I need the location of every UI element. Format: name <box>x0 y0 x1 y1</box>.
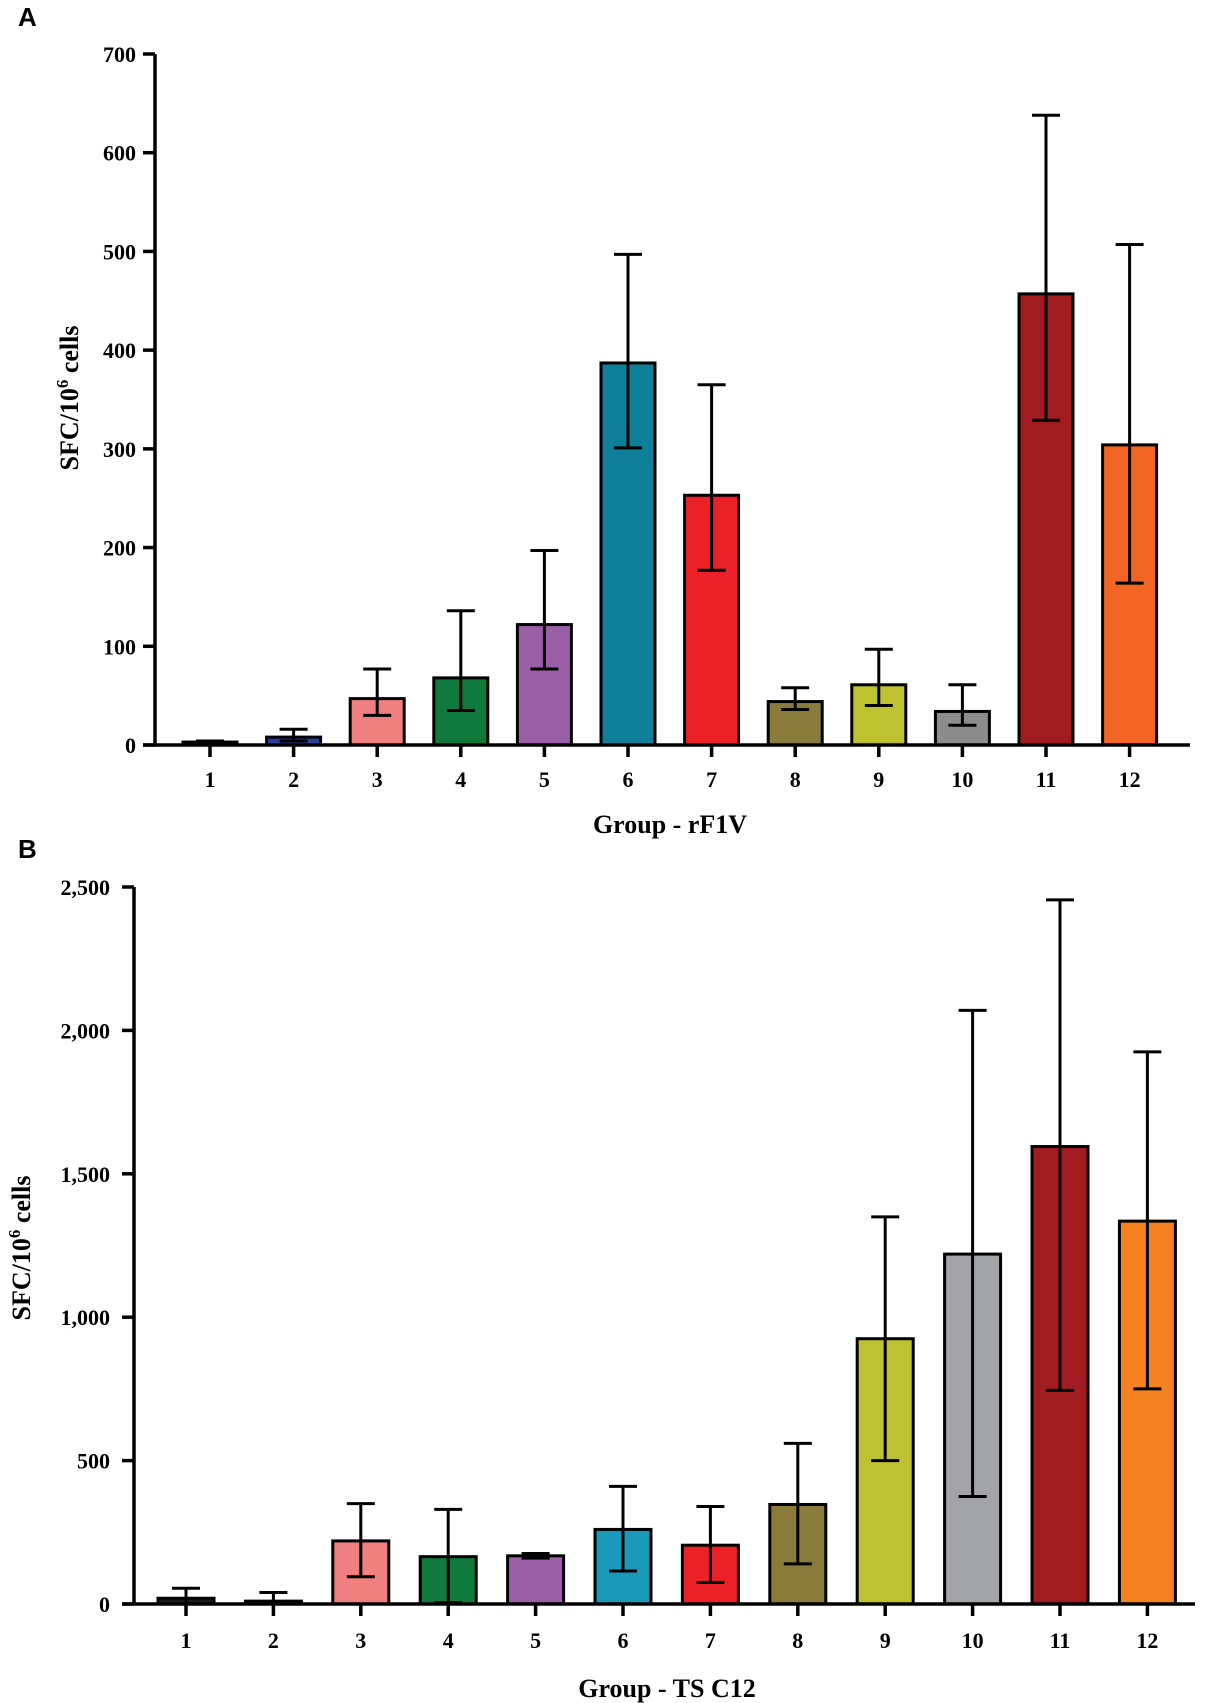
panel-b-x-tick-label-2: 2 <box>268 1628 279 1653</box>
panel-a-x-tick-label-2: 2 <box>288 767 299 792</box>
panel-a-y-tick-label-0: 0 <box>125 733 136 758</box>
panel-a-x-axis-title: Group - rF1V <box>593 810 747 839</box>
panel-b-bars <box>156 898 1177 1606</box>
panel-b-x-tick-label-8: 8 <box>792 1628 803 1653</box>
panel-a-x-tick-label-4: 4 <box>455 767 466 792</box>
panel-a-y-tick-label-5: 500 <box>103 239 136 264</box>
panel-b-y-tick-label-3: 1,500 <box>61 1162 111 1187</box>
panel-a-x-tick-label-12: 12 <box>1119 767 1141 792</box>
panel-b-x-tick-label-5: 5 <box>530 1628 541 1653</box>
panel-b-x-tick-label-9: 9 <box>880 1628 891 1653</box>
panel-a-x-tick-label-11: 11 <box>1036 767 1057 792</box>
panel-a-y-tick-label-7: 700 <box>103 42 136 67</box>
panel-a-y-axis-title-sup: 6 <box>53 380 72 389</box>
panel-b-y-axis-title-sup: 6 <box>5 1230 24 1239</box>
panel-b-y-tick-label-4: 2,000 <box>61 1018 111 1043</box>
panel-b-x-tick-label-11: 11 <box>1050 1628 1071 1653</box>
panel-b-x-tick-label-7: 7 <box>705 1628 716 1653</box>
panel-b-letter: B <box>18 834 37 864</box>
panel-b-y-tick-label-5: 2,500 <box>61 875 111 900</box>
panel-a-bars <box>181 113 1159 747</box>
panel-b-x-tick-label-1: 1 <box>181 1628 192 1653</box>
panel-a-y-tick-label-6: 600 <box>103 141 136 166</box>
panel-a-y-axis-title-main: SFC/10 <box>55 388 84 470</box>
panel-b-x-tick-label-12: 12 <box>1136 1628 1158 1653</box>
panel-a-x-tick-label-5: 5 <box>539 767 550 792</box>
panel-a-y-tick-label-1: 100 <box>103 634 136 659</box>
panel-a-y-tick-label-2: 200 <box>103 536 136 561</box>
panel-a-x-tick-label-3: 3 <box>372 767 383 792</box>
panel-b-x-axis-title: Group - TS C12 <box>578 1674 755 1703</box>
panel-b-y-tick-label-1: 500 <box>77 1449 110 1474</box>
panel-a-x-tick-label-7: 7 <box>706 767 717 792</box>
panel-b-x-tick-label-3: 3 <box>355 1628 366 1653</box>
panel-a-x-tick-label-10: 10 <box>951 767 973 792</box>
panel-b-x-tick-label-4: 4 <box>443 1628 454 1653</box>
panel-b-y-tick-label-2: 1,000 <box>61 1305 111 1330</box>
panel-a-y-axis-title: SFC/106 cells <box>53 326 84 471</box>
panel-a-x-tick-label-1: 1 <box>205 767 216 792</box>
panel-a-x-tick-label-9: 9 <box>873 767 884 792</box>
panel-a-y-tick-label-4: 400 <box>103 338 136 363</box>
panel-a-y-axis-title-tail: cells <box>55 326 84 380</box>
panel-b-x-tick-label-10: 10 <box>962 1628 984 1653</box>
panel-a-x-tick-label-6: 6 <box>623 767 634 792</box>
panel-a-letter: A <box>18 2 37 32</box>
panel-b-y-tick-label-0: 0 <box>99 1592 110 1617</box>
panel-b-y-axis-title-tail: cells <box>7 1176 36 1230</box>
panel-b-x-tick-label-6: 6 <box>618 1628 629 1653</box>
panel-b-y-axis-title: SFC/106 cells <box>5 1176 36 1321</box>
panel-a-x-tick-label-8: 8 <box>790 767 801 792</box>
panel-a-y-tick-label-3: 300 <box>103 437 136 462</box>
panel-b-y-axis-title-main: SFC/10 <box>7 1238 36 1320</box>
panel-b-bar-5 <box>506 1554 566 1606</box>
